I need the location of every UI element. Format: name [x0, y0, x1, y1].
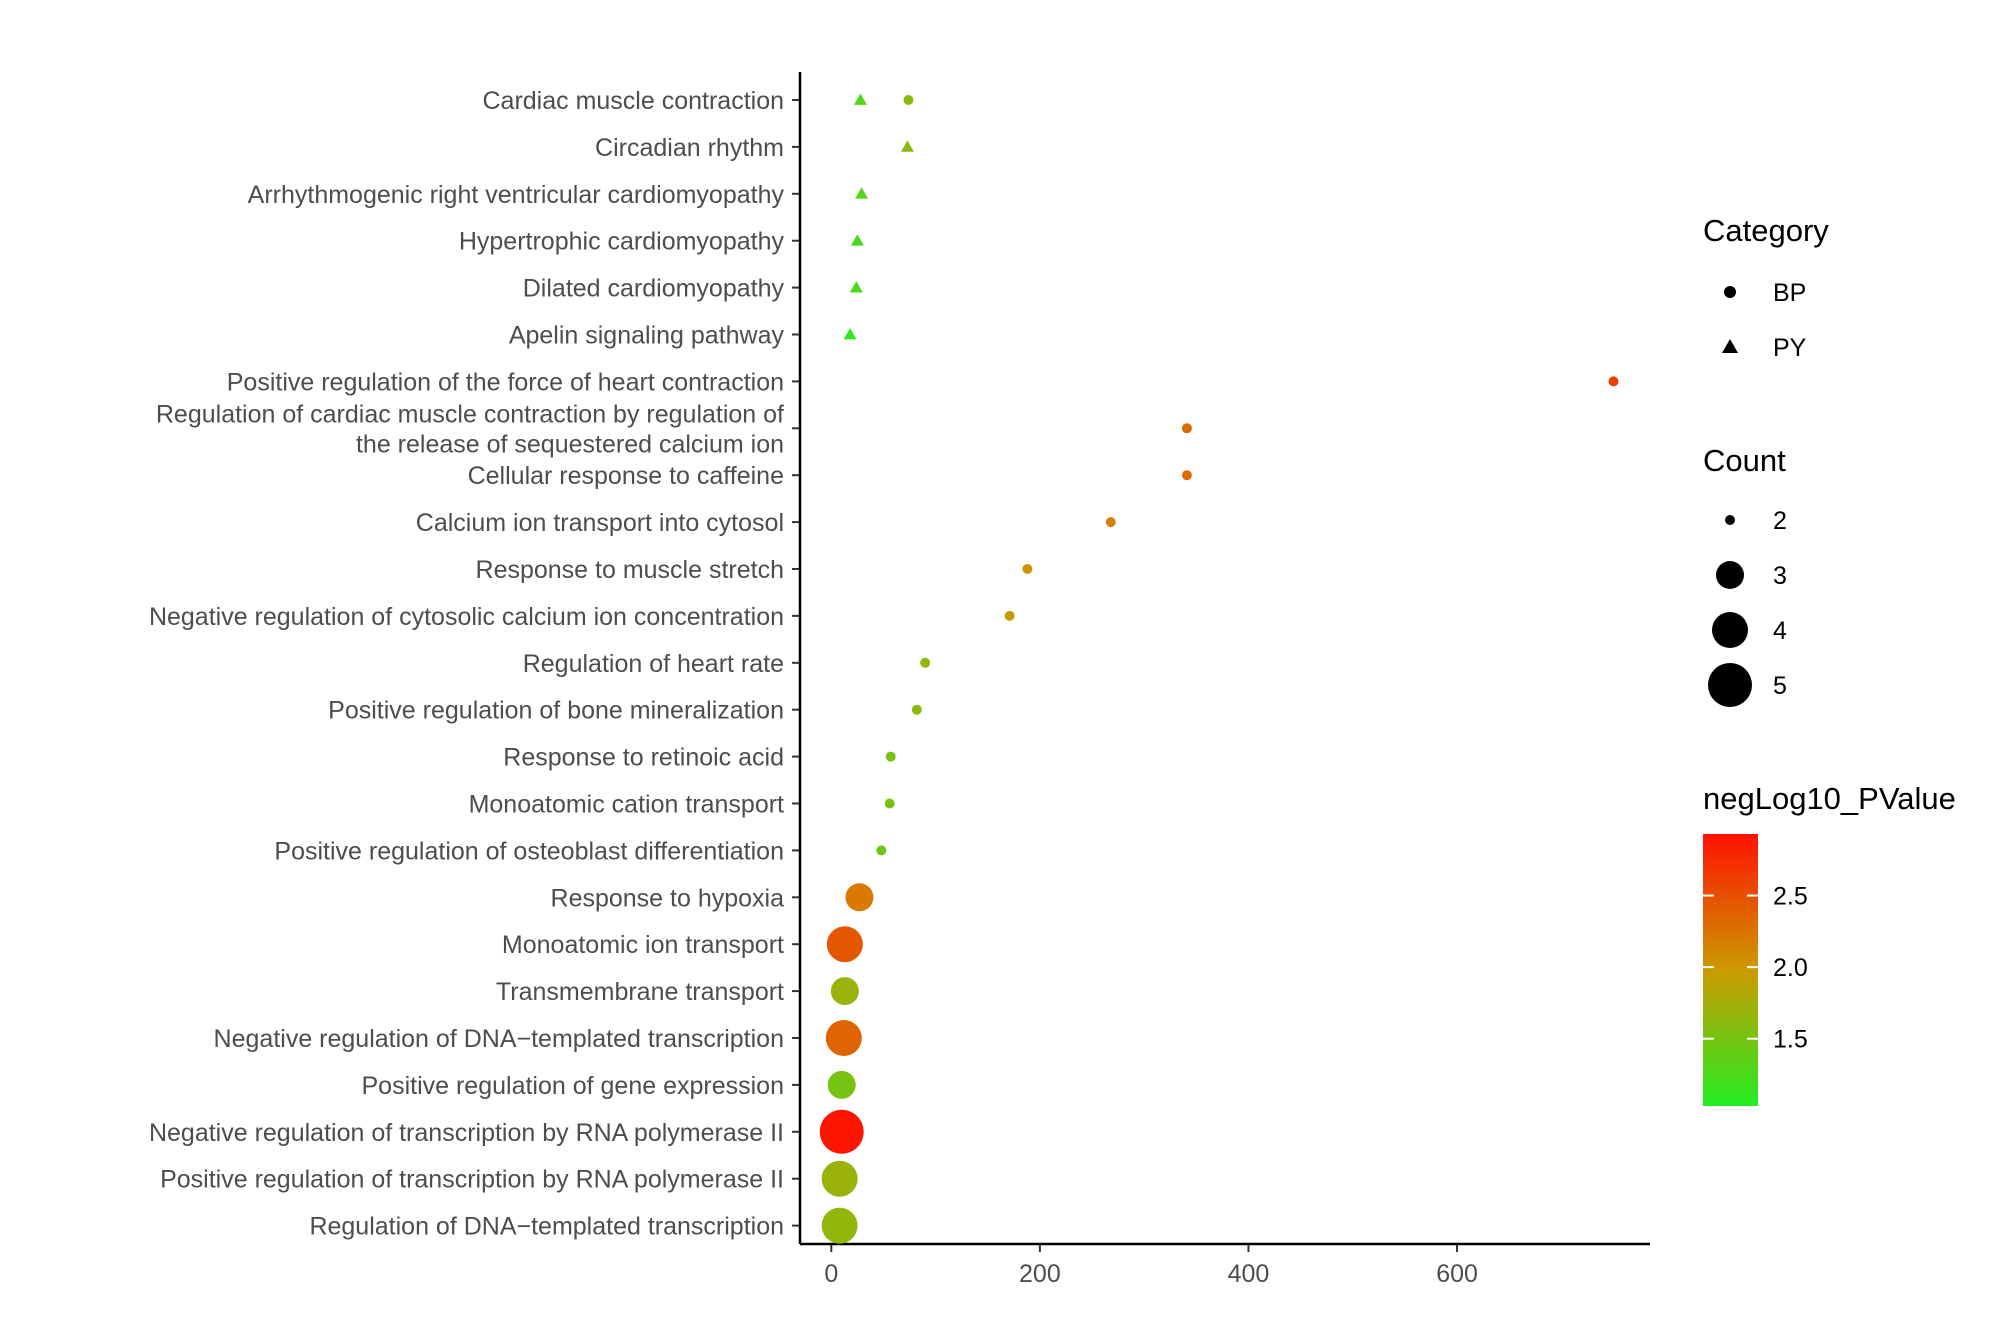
y-label-negative-regulation-of-transcription-by-rna-polymerase-ii: Negative regulation of transcription by …: [149, 1119, 784, 1147]
data-point-circle: [885, 751, 896, 762]
data-point-circle: [826, 926, 863, 963]
y-label-dilated-cardiomyopathy: Dilated cardiomyopathy: [523, 275, 785, 303]
y-label-monoatomic-cation-transport: Monoatomic cation transport: [469, 791, 784, 819]
y-label-regulation-of-dna-templated-transcription: Regulation of DNA−templated transcriptio…: [309, 1213, 784, 1241]
data-point-circle: [903, 95, 914, 105]
y-label-arrhythmogenic-right-ventricular-cardiomyopathy: Arrhythmogenic right ventricular cardiom…: [248, 181, 785, 209]
data-point-triangle: [843, 328, 857, 340]
legend: Category BP PY Count 2 3 4 5 negLog10_PValue…: [1703, 213, 1956, 1106]
legend-key-circle: [1724, 286, 1736, 298]
data-point-circle: [911, 704, 922, 715]
data-point-circle: [1181, 423, 1192, 434]
legend-label-py: PY: [1773, 334, 1807, 362]
y-label-circadian-rhythm: Circadian rhythm: [595, 134, 784, 162]
y-label-cardiac-muscle-contraction: Cardiac muscle contraction: [482, 87, 784, 115]
data-point-triangle: [849, 281, 863, 293]
y-label-regulation-of-cardiac-muscle-contraction-by-regulation-of: Regulation of cardiac muscle contraction…: [156, 400, 784, 458]
x-tick-label: 400: [1228, 1260, 1270, 1288]
legend-size-key: [1716, 561, 1744, 589]
y-label-calcium-ion-transport-into-cytosol: Calcium ion transport into cytosol: [416, 509, 784, 537]
y-label-positive-regulation-of-osteoblast-differentiation: Positive regulation of osteoblast differ…: [274, 837, 784, 865]
legend-label-bp: BP: [1773, 279, 1806, 307]
legend-size-key: [1712, 612, 1748, 648]
data-point-circle: [830, 977, 859, 1006]
data-point-circle: [821, 1160, 858, 1197]
y-label-positive-regulation-of-transcription-by-rna-polymerase-ii: Positive regulation of transcription by …: [160, 1166, 784, 1194]
x-axis-ticks: 0 200 400 600: [824, 1244, 1478, 1288]
y-label-transmembrane-transport: Transmembrane transport: [496, 978, 784, 1006]
y-label-negative-regulation-of-cytosolic-calcium-ion-concentration: Negative regulation of cytosolic calcium…: [149, 603, 784, 631]
y-label-apelin-signaling-pathway: Apelin signaling pathway: [509, 322, 785, 350]
x-tick-label: 600: [1436, 1260, 1478, 1288]
y-label-cellular-response-to-caffeine: Cellular response to caffeine: [468, 462, 784, 490]
legend-size-key: [1708, 663, 1752, 707]
y-label-response-to-hypoxia: Response to hypoxia: [551, 884, 785, 912]
legend-size-label: 4: [1773, 617, 1787, 645]
y-label-line: the release of sequestered calcium ion: [356, 430, 784, 458]
data-point-circle: [1105, 517, 1116, 528]
y-label-positive-regulation-of-the-force-of-heart-contraction: Positive regulation of the force of hear…: [227, 368, 784, 396]
x-tick-label: 0: [824, 1260, 838, 1288]
colorbar-ticks: 1.5 2.0 2.5: [1703, 883, 1808, 1054]
data-point-circle: [821, 1207, 858, 1244]
legend-key-triangle: [1722, 339, 1738, 353]
data-point-circle: [827, 1070, 856, 1099]
data-point-triangle: [850, 234, 864, 246]
data-point-circle: [884, 798, 895, 809]
y-label-positive-regulation-of-bone-mineralization: Positive regulation of bone mineralizati…: [328, 697, 784, 725]
y-label-response-to-retinoic-acid: Response to retinoic acid: [503, 744, 784, 772]
data-point-circle: [819, 1109, 864, 1154]
legend-size-key: [1725, 515, 1735, 525]
legend-title-count: Count: [1703, 443, 1786, 478]
data-point-circle: [1022, 564, 1033, 574]
y-label-negative-regulation-of-dna-templated-transcription: Negative regulation of DNA−templated tra…: [214, 1025, 784, 1053]
legend-size-label: 5: [1773, 672, 1787, 700]
legend-size-label: 3: [1773, 562, 1787, 590]
legend-count-entries: 2 3 4 5: [1708, 507, 1787, 707]
legend-size-label: 2: [1773, 507, 1787, 535]
colorbar-tick-label: 2.5: [1773, 883, 1808, 911]
y-label-response-to-muscle-stretch: Response to muscle stretch: [476, 556, 784, 584]
legend-title-category: Category: [1703, 213, 1829, 248]
data-point-circle: [1608, 376, 1619, 387]
data-point-triangle: [900, 140, 914, 152]
y-label-hypertrophic-cardiomyopathy: Hypertrophic cardiomyopathy: [459, 228, 785, 256]
y-label-positive-regulation-of-gene-expression: Positive regulation of gene expression: [362, 1072, 785, 1100]
x-tick-label: 200: [1019, 1260, 1061, 1288]
data-point-triangle: [855, 187, 869, 199]
y-axis-ticks: [792, 99, 800, 1227]
data-point-circle: [845, 883, 874, 912]
data-point-triangle: [853, 93, 867, 105]
data-point-circle: [825, 1020, 862, 1056]
data-point-circle: [920, 657, 931, 668]
data-point-circle: [876, 845, 887, 856]
data-points: [819, 93, 1619, 1244]
data-point-circle: [1004, 610, 1015, 621]
colorbar-tick-label: 1.5: [1773, 1026, 1808, 1054]
data-point-circle: [1181, 470, 1192, 481]
y-label-regulation-of-heart-rate: Regulation of heart rate: [523, 650, 784, 678]
y-axis-labels: Cardiac muscle contraction Circadian rhyt…: [149, 87, 785, 1241]
colorbar: [1703, 834, 1758, 1106]
y-label-line: Regulation of cardiac muscle contraction…: [156, 400, 784, 428]
legend-title-color: negLog10_PValue: [1703, 781, 1956, 816]
colorbar-tick-label: 2.0: [1773, 954, 1808, 982]
legend-category-entries: BP PY: [1722, 279, 1807, 362]
y-label-monoatomic-ion-transport: Monoatomic ion transport: [502, 931, 784, 959]
